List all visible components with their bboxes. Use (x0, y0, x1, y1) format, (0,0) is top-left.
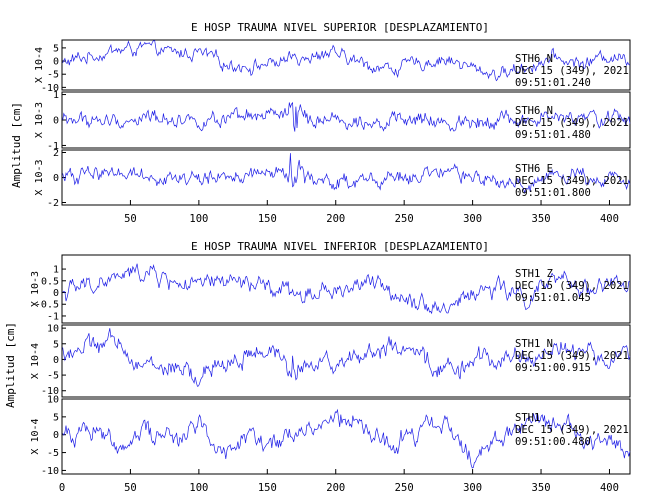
x-tick-label: 350 (532, 482, 551, 494)
y-tick-label: -1 (47, 141, 59, 152)
station-annotation: DEC 15 (349), 2021 (515, 350, 629, 362)
y-tick-label: 2 (53, 148, 59, 159)
amplitude-scale-label: X 10-3 (30, 271, 41, 307)
station-annotation: 09:51:01.240 (515, 77, 591, 89)
x-tick-label: 200 (326, 213, 345, 225)
chart-title-superior: E HOSP TRAUMA NIVEL SUPERIOR [DESPLAZAMI… (191, 21, 489, 34)
amplitude-scale-label: X 10-3 (34, 159, 45, 195)
station-annotation: DEC 15 (349), 2021 (515, 117, 629, 129)
station-annotation: DEC 15 (349), 2021 (515, 280, 629, 292)
x-tick-label: 200 (326, 482, 345, 494)
y-tick-label: -0.5 (35, 300, 59, 311)
y-tick-label: 5 (53, 412, 59, 423)
station-annotation: STH1 Z (515, 268, 553, 280)
waveform-series (62, 328, 631, 387)
waveform-series (62, 101, 631, 132)
x-tick-label: 150 (258, 482, 277, 494)
amplitude-scale-label: X 10-4 (30, 418, 41, 454)
y-tick-label: -10 (41, 386, 59, 397)
y-tick-label: 5 (53, 43, 59, 54)
station-annotation: 09:51:01.045 (515, 292, 591, 304)
y-tick-label: 10 (47, 324, 59, 335)
station-annotation: DEC 15 (349), 2021 (515, 65, 629, 77)
ylabel-superior: Amplitud [cm] (10, 102, 23, 188)
waveform-series (62, 263, 630, 315)
y-tick-label: 1 (53, 90, 59, 101)
x-tick-label: 300 (463, 482, 482, 494)
y-tick-label: 10 (47, 395, 59, 406)
waveform-series (62, 153, 631, 194)
chart-title-inferior: E HOSP TRAUMA NIVEL INFERIOR [DESPLAZAMI… (191, 240, 489, 253)
waveform-series (62, 408, 631, 469)
y-tick-label: -5 (47, 448, 59, 459)
y-tick-label: 0 (53, 288, 59, 299)
x-tick-label: 400 (600, 482, 619, 494)
x-tick-label: 0 (59, 482, 65, 494)
station-annotation: DEC 15 (349), 2021 (515, 424, 629, 436)
trace-frame (61, 324, 631, 398)
station-annotation: 09:51:00.480 (515, 436, 591, 448)
station-annotation: STH6 N (515, 53, 553, 65)
station-annotation: 09:51:00.915 (515, 362, 591, 374)
trace-frame (61, 254, 631, 324)
x-tick-label: 250 (395, 482, 414, 494)
x-tick-label: 100 (189, 213, 208, 225)
y-tick-label: 0.5 (41, 276, 59, 287)
station-annotation: STH1 (515, 412, 540, 424)
station-annotation: STH6 N (515, 105, 553, 117)
amplitude-scale-label: X 10-4 (30, 343, 41, 379)
x-tick-label: 250 (395, 213, 414, 225)
y-tick-label: -2 (47, 198, 59, 209)
y-tick-label: 5 (53, 339, 59, 350)
y-tick-label: -10 (41, 466, 59, 477)
ylabel-inferior: Amplitud [cm] (4, 322, 17, 408)
y-tick-label: 0 (53, 57, 59, 68)
x-tick-label: 50 (124, 482, 137, 494)
y-tick-label: -10 (41, 83, 59, 94)
x-tick-label: 100 (189, 482, 208, 494)
station-annotation: DEC 15 (349), 2021 (515, 175, 629, 187)
station-annotation: 09:51:01.480 (515, 129, 591, 141)
x-tick-label: 400 (600, 213, 619, 225)
x-tick-label: 350 (532, 213, 551, 225)
y-tick-label: 0 (53, 116, 59, 127)
y-tick-label: -1 (47, 311, 59, 322)
amplitude-scale-label: X 10-4 (34, 47, 45, 83)
y-tick-label: 0 (53, 173, 59, 184)
waveform-series (62, 40, 631, 82)
station-annotation: 09:51:01.800 (515, 187, 591, 199)
trace-frame (61, 398, 631, 475)
x-tick-label: 50 (124, 213, 137, 225)
amplitude-scale-label: X 10-3 (34, 102, 45, 138)
station-annotation: STH1 N (515, 338, 553, 350)
station-annotation: STH6 E (515, 163, 553, 175)
y-tick-label: 1 (53, 265, 59, 276)
y-tick-label: -5 (47, 70, 59, 81)
x-tick-label: 150 (258, 213, 277, 225)
y-tick-label: 0 (53, 430, 59, 441)
y-tick-label: 0 (53, 355, 59, 366)
x-tick-label: 300 (463, 213, 482, 225)
y-tick-label: -5 (47, 371, 59, 382)
